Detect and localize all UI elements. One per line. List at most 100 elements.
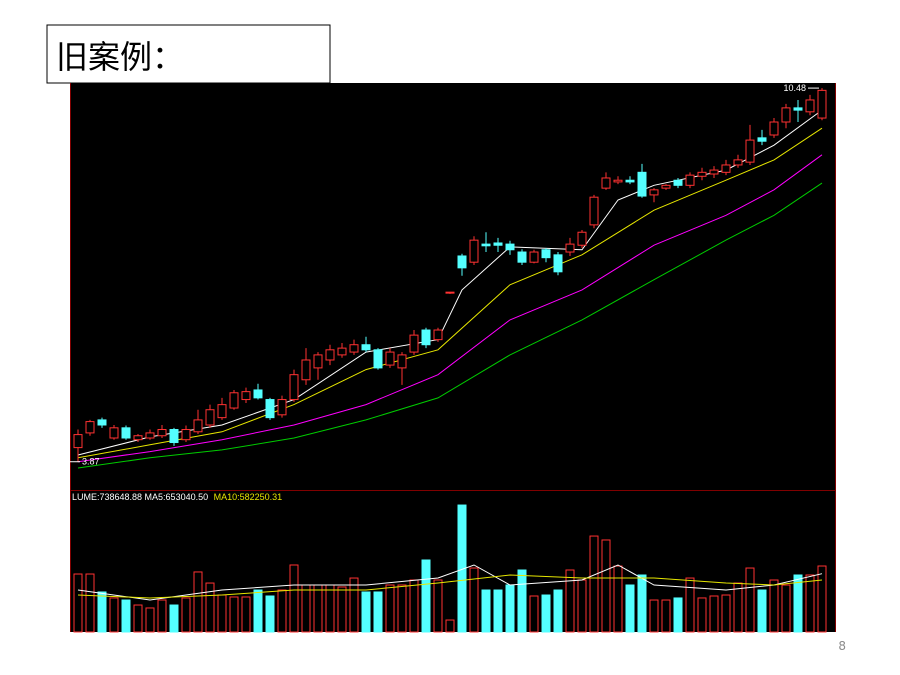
volume-bar: [193, 571, 203, 633]
candle-body: [409, 334, 419, 353]
volume-bar: [445, 619, 455, 633]
volume-bar: [625, 584, 635, 633]
volume-bar: [181, 597, 191, 633]
volume-bar: [517, 569, 527, 633]
volume-bar: [589, 535, 599, 633]
candle-body: [493, 242, 503, 246]
volume-bar: [145, 607, 155, 633]
volume-bar: [421, 559, 431, 633]
volume-bar: [541, 594, 551, 633]
volume-bar: [253, 589, 263, 633]
volume-bar: [373, 591, 383, 633]
candle-body: [301, 359, 311, 381]
candle-body: [349, 344, 359, 353]
candle-body: [589, 196, 599, 226]
candle-body: [73, 434, 83, 449]
candle-body: [457, 255, 467, 269]
candle-body: [337, 347, 347, 356]
volume-bar: [157, 599, 167, 633]
candle-body: [397, 354, 407, 369]
volume-bar: [325, 584, 335, 633]
volume-bar: [661, 599, 671, 633]
chart-background: [70, 83, 836, 632]
volume-bar: [709, 595, 719, 633]
ma-line: [77, 574, 823, 599]
volume-bar: [697, 597, 707, 633]
candle-body: [109, 427, 119, 439]
candle-body: [805, 99, 815, 113]
volume-bar: [685, 577, 695, 633]
candle-body: [817, 89, 827, 119]
volume-bar: [721, 594, 731, 633]
volume-bar: [97, 591, 107, 633]
candle-body: [481, 243, 491, 247]
candle-body: [325, 349, 335, 361]
volume-legend: LUME:738648.88 MA5:653040.50 MA10:582250…: [72, 492, 282, 502]
volume-bar: [385, 584, 395, 633]
volume-bar: [109, 597, 119, 633]
candle-body: [85, 421, 95, 434]
candle-body: [445, 291, 455, 294]
candle-body: [241, 391, 251, 401]
ma-line: [77, 564, 823, 601]
page-number: 8: [838, 639, 846, 653]
volume-bar: [361, 591, 371, 633]
ma-line: [77, 154, 823, 463]
candle-body: [265, 399, 275, 419]
candle-body: [181, 429, 191, 441]
candle-body: [373, 349, 383, 369]
volume-bar: [349, 577, 359, 633]
candle-body: [601, 177, 611, 189]
candle-body: [661, 184, 671, 189]
volume-bar: [553, 589, 563, 633]
volume-bar: [277, 589, 287, 633]
volume-bar: [505, 584, 515, 633]
volume-bar: [781, 584, 791, 633]
candle-body: [193, 419, 203, 433]
legend-entry: MA10:582250.31: [214, 492, 283, 502]
candle-body: [541, 249, 551, 259]
ma-line: [77, 182, 823, 469]
volume-bar: [169, 604, 179, 633]
candle-body: [709, 169, 719, 175]
candle-body: [529, 251, 539, 263]
candle-body: [673, 179, 683, 186]
candle-body: [721, 164, 731, 173]
volume-bar: [121, 599, 131, 633]
slide-title: 旧案例：: [56, 38, 184, 76]
candle-body: [421, 329, 431, 346]
candle-body: [553, 254, 563, 273]
candle-body: [685, 174, 695, 186]
volume-bar: [85, 573, 95, 633]
volume-bar: [229, 596, 239, 633]
volume-bar: [673, 597, 683, 633]
candle-body: [145, 432, 155, 439]
candle-body: [613, 179, 623, 183]
volume-bar: [409, 579, 419, 633]
candle-body: [433, 329, 443, 341]
volume-bar: [577, 579, 587, 633]
ma-line: [77, 127, 823, 459]
candle-body: [217, 404, 227, 419]
volume-bar: [241, 596, 251, 633]
candle-body: [121, 427, 131, 439]
volume-bar: [757, 589, 767, 633]
volume-bar: [793, 574, 803, 633]
candle-body: [361, 344, 371, 351]
volume-bar: [613, 565, 623, 633]
candle-body: [637, 171, 647, 197]
candle-body: [229, 392, 239, 409]
candle-body: [757, 137, 767, 142]
volume-bar: [133, 604, 143, 633]
candle-body: [313, 354, 323, 369]
volume-bar: [637, 574, 647, 633]
volume-bar: [265, 595, 275, 633]
volume-bar: [481, 589, 491, 633]
volume-bar: [493, 589, 503, 633]
volume-bar: [769, 579, 779, 633]
candle-body: [781, 107, 791, 123]
candle-body: [277, 399, 287, 416]
candle-body: [157, 429, 167, 437]
volume-bar: [205, 582, 215, 633]
